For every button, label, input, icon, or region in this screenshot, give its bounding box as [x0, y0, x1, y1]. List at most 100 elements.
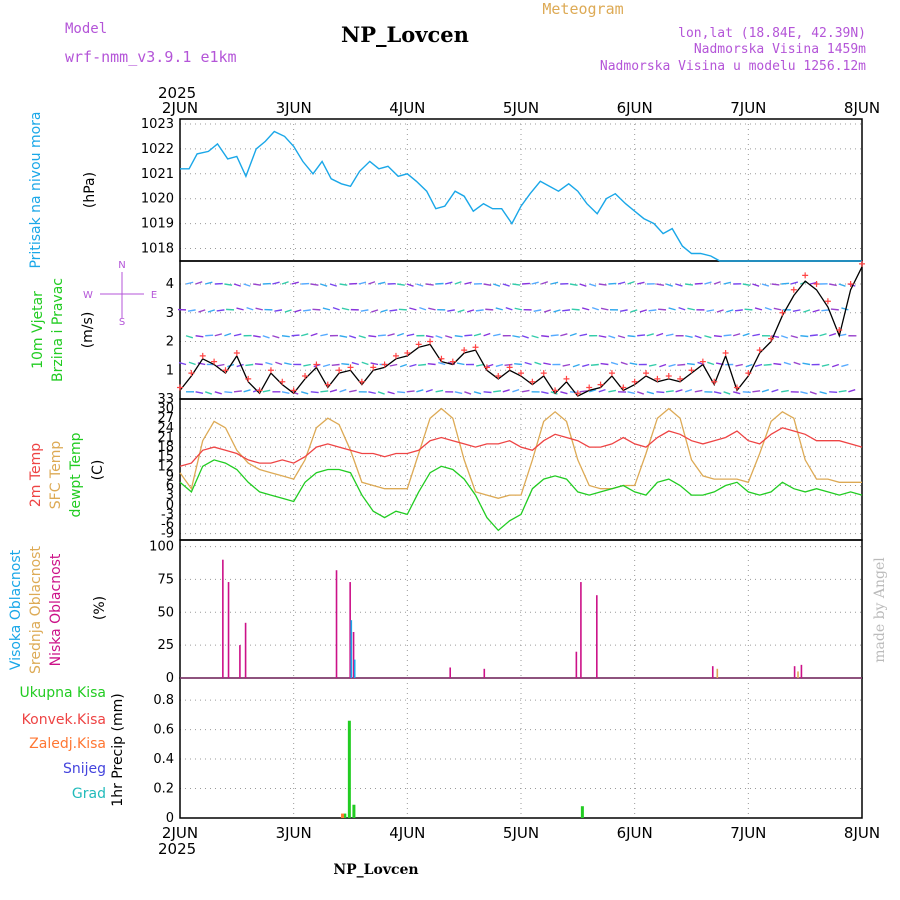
wind-gust-marker — [824, 298, 831, 305]
wind-arrow — [253, 335, 261, 338]
wind-arrow — [579, 390, 588, 393]
wind-arrow — [754, 307, 763, 311]
wind-arrow — [533, 309, 542, 312]
wind-gust-marker — [245, 375, 252, 382]
wind-arrow — [349, 389, 357, 393]
cloud-bar — [239, 645, 241, 678]
wind-arrow — [541, 335, 550, 338]
wind-gust-marker — [404, 350, 411, 356]
wind-arrow — [783, 361, 792, 366]
wind-arrow — [243, 389, 251, 393]
wind-arrow — [406, 390, 415, 393]
wind-arrow — [829, 391, 838, 394]
wind-arrow — [188, 361, 196, 366]
wind-arrow — [435, 335, 443, 339]
wind-arrow — [187, 309, 196, 312]
wind-arrow — [521, 389, 530, 393]
wind-arrow — [301, 391, 309, 395]
wind-arrow — [658, 308, 667, 311]
wind-gust-marker — [483, 364, 490, 371]
wind-arrow — [198, 309, 206, 313]
wind-arrow — [665, 390, 674, 393]
wind-arrow — [493, 333, 501, 337]
wind-arrow — [464, 334, 473, 337]
wind-arrow — [675, 389, 683, 393]
pressure-ylabel-main: Pritisak na nivou mora — [28, 111, 44, 268]
wind-arrow — [752, 283, 760, 287]
wind-arrow — [579, 333, 588, 337]
wind-arrow — [302, 309, 311, 312]
wind-arrow — [659, 363, 667, 368]
wind-arrow — [262, 389, 271, 393]
wind-arrow — [389, 309, 398, 312]
x-tick-bottom-2: 4JUN — [389, 824, 425, 842]
wind-arrow — [812, 309, 820, 313]
wind-arrow — [464, 281, 472, 285]
wind-arrow — [502, 389, 510, 393]
wind-arrow — [483, 391, 492, 394]
wind-arrow — [505, 306, 513, 311]
wind-arrow — [233, 283, 241, 287]
wind-arrow — [331, 363, 340, 367]
wind-arrow — [687, 307, 695, 311]
x-tick-bottom-1: 3JUN — [276, 824, 312, 842]
wind-gust-marker — [643, 370, 650, 377]
wind-arrow — [550, 281, 559, 285]
wind-arrow — [514, 307, 523, 311]
wind-arrow — [377, 334, 386, 337]
wind-arrow — [351, 361, 359, 366]
wind-arrow — [572, 363, 580, 368]
cloud-bar — [352, 632, 355, 678]
wind-gust-marker — [608, 370, 615, 377]
y-tick-4-2: 0.4 — [153, 752, 174, 767]
x-tick-top-0: 2JUN — [162, 99, 198, 117]
wind-arrow — [224, 391, 233, 394]
y-tick-2-1: -6 — [161, 517, 174, 532]
wind-arrow — [245, 363, 254, 367]
precip-legend-3: Snijeg — [63, 761, 106, 777]
wind-arrow — [685, 335, 693, 338]
wind-arrow — [752, 333, 760, 337]
wind-arrow — [838, 333, 847, 337]
y-tick-2-0: -9 — [161, 527, 174, 542]
wind-arrow — [504, 363, 513, 366]
wind-arrow — [648, 363, 657, 367]
precip-legend-4: Grad — [72, 786, 106, 802]
wind-arrow — [274, 309, 283, 312]
wind-arrow — [216, 363, 225, 367]
wind-ylabel-sub: Brzina i Pravac — [50, 278, 66, 382]
wind-gust-marker — [802, 272, 809, 279]
wind-gust-marker — [574, 390, 581, 397]
wind-arrow — [553, 309, 561, 313]
wind-arrow — [744, 308, 753, 311]
wind-arrow — [579, 283, 587, 287]
wind-gust-marker — [392, 352, 399, 359]
wind-arrow — [610, 361, 619, 366]
y-tick-2-7: 12 — [157, 459, 174, 474]
y-tick-1-1: 2 — [166, 335, 174, 350]
wind-arrow — [435, 389, 444, 393]
wind-arrow — [761, 283, 770, 287]
y-tick-3-2: 50 — [157, 605, 174, 620]
wind-arrow — [320, 390, 329, 393]
wind-arrow — [387, 333, 395, 337]
y-tick-2-6: 9 — [166, 469, 174, 484]
cloud-bar — [449, 667, 451, 678]
wind-arrow — [483, 283, 492, 286]
wind-gust-marker — [768, 335, 775, 342]
wind-arrow — [761, 389, 770, 393]
y-tick-2-8: 15 — [157, 450, 174, 465]
wind-arrow — [454, 335, 463, 338]
wind-arrow — [371, 309, 379, 313]
wind-arrow — [284, 309, 292, 313]
wind-arrow — [733, 391, 741, 395]
wind-gust-marker — [506, 364, 513, 371]
wind-gust-marker — [631, 378, 638, 385]
wind-arrow — [656, 391, 665, 394]
precip-legend-2: Zaledj.Kisa — [29, 736, 106, 752]
wind-arrow — [742, 391, 751, 394]
wind-arrow — [819, 391, 827, 395]
wind-arrow — [281, 281, 289, 285]
wind-arrow — [773, 362, 782, 366]
wind-arrow — [473, 333, 482, 337]
